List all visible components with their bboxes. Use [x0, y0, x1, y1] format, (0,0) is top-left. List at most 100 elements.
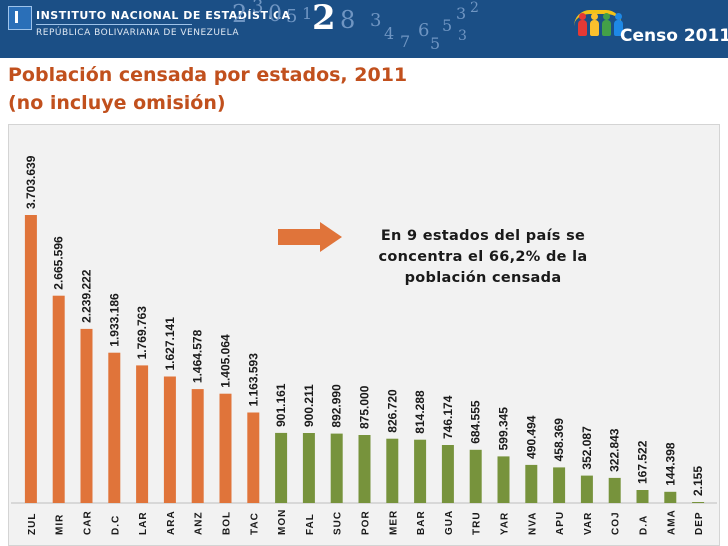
category-label: ARA [166, 510, 177, 535]
value-label: 322.843 [608, 428, 622, 472]
bar-mer [386, 438, 399, 503]
decorative-digit: 1 [302, 4, 313, 23]
category-label: D.C [110, 515, 121, 535]
category-label: FAL [305, 513, 316, 535]
value-label: 167.522 [636, 440, 650, 484]
decorative-digit: 2 [470, 0, 479, 16]
person-icon [590, 13, 599, 36]
bar-dep [692, 502, 705, 503]
category-label: AMA [666, 509, 677, 535]
decorative-digit: 5 [430, 34, 441, 53]
category-label: LAR [138, 511, 149, 535]
value-label: 2.155 [691, 466, 705, 496]
value-label: 2.239.222 [80, 269, 94, 323]
bar-ara [163, 376, 176, 503]
chart-area: 3.703.639 ZUL 2.665.596 MIR 2.239.222 CAR 1.93… [8, 124, 720, 546]
category-label: MER [388, 510, 399, 535]
chart-subtitle: (no incluye omisión) [8, 92, 226, 114]
institution-divider [36, 24, 192, 25]
category-label: ANZ [194, 511, 205, 535]
bar-lar [136, 365, 149, 503]
category-label: APU [555, 511, 566, 535]
value-label: 1.769.763 [135, 306, 149, 360]
header-banner: INSTITUTO NACIONAL DE ESTADÍSTICA REPÚBL… [0, 0, 728, 58]
decorative-digit: 5 [442, 16, 453, 35]
category-label: SUC [333, 511, 344, 535]
value-label: 599.345 [497, 407, 511, 451]
value-label: 875.000 [358, 385, 372, 429]
person-icon [578, 13, 587, 36]
value-label: 144.398 [663, 442, 677, 486]
value-label: 458.369 [552, 418, 566, 462]
bar-por [358, 435, 371, 503]
value-label: 352.087 [580, 426, 594, 470]
category-label: BAR [416, 510, 427, 535]
bar-fal [302, 433, 315, 503]
person-icon [614, 13, 623, 36]
institution-country: REPÚBLICA BOLIVARIANA DE VENEZUELA [36, 28, 239, 38]
bar-coj [608, 477, 621, 503]
value-label: 1.405.064 [219, 334, 233, 388]
decorative-digit: 3 [370, 10, 382, 31]
callout-annotation: En 9 estados del país se concentra el 66… [356, 226, 610, 289]
callout-line: concentra el 66,2% de la [378, 249, 588, 265]
bar-bol [219, 393, 232, 503]
bar-mon [275, 432, 288, 503]
bar-yar [497, 456, 510, 503]
category-label: YAR [500, 512, 511, 535]
bar-ama [664, 491, 677, 503]
bar-var [580, 475, 593, 503]
category-label: GUA [444, 510, 455, 535]
bar-tac [247, 412, 260, 503]
value-label: 826.720 [385, 389, 399, 433]
value-label: 746.174 [441, 395, 455, 439]
value-label: 2.665.596 [52, 236, 66, 290]
category-label: VAR [583, 512, 594, 535]
person-icon [602, 13, 611, 36]
arrow-right-icon [278, 222, 342, 252]
decorative-digit: 2 [312, 0, 336, 38]
decorative-digit: 3 [458, 28, 467, 44]
bar-tru [469, 449, 482, 503]
bar-dc [108, 352, 121, 503]
value-label: 1.627.141 [163, 317, 177, 371]
value-label: 901.161 [274, 383, 288, 427]
value-label: 1.163.593 [246, 353, 260, 407]
decorative-digit: 8 [340, 6, 356, 34]
decorative-digit: 4 [384, 24, 395, 43]
roof-icon [574, 10, 622, 26]
category-label: MON [277, 509, 288, 535]
censo-logo-text: Censo 2011 [620, 26, 728, 46]
ine-logo-icon [8, 6, 32, 30]
bar-mir [52, 295, 65, 503]
category-label: POR [361, 510, 372, 535]
institution-name: INSTITUTO NACIONAL DE ESTADÍSTICA [36, 9, 291, 22]
bar-gua [441, 445, 454, 503]
bar-chart: 3.703.639 ZUL 2.665.596 MIR 2.239.222 CAR 1.93… [11, 155, 717, 535]
category-label: NVA [527, 512, 538, 535]
decorative-digit: 2 [232, 0, 248, 28]
decorative-digit: 7 [400, 32, 411, 51]
category-label: TAC [249, 512, 260, 535]
value-label: 684.555 [469, 400, 483, 444]
chart-title: Población censada por estados, 2011 [8, 64, 408, 86]
decorative-digit: 3 [252, 0, 264, 17]
callout-line: En 9 estados del país se [380, 228, 586, 244]
category-label: BOL [222, 511, 233, 535]
category-label: TRU [472, 511, 483, 535]
censo-logo [560, 6, 720, 52]
decorative-digit: 6 [418, 20, 430, 41]
value-label: 1.933.186 [107, 293, 121, 347]
bar-anz [191, 389, 204, 503]
bar-bar [414, 439, 427, 503]
value-label: 900.211 [302, 384, 316, 427]
category-label: D.A [639, 515, 650, 535]
value-label: 814.288 [413, 390, 427, 434]
bar-zul [24, 215, 37, 503]
category-label: CAR [83, 510, 94, 535]
decorative-digit: 0 [268, 2, 282, 27]
value-label: 892.990 [330, 384, 344, 428]
bar-car [80, 328, 93, 503]
bar-nva [525, 464, 538, 503]
category-label: COJ [611, 511, 622, 535]
